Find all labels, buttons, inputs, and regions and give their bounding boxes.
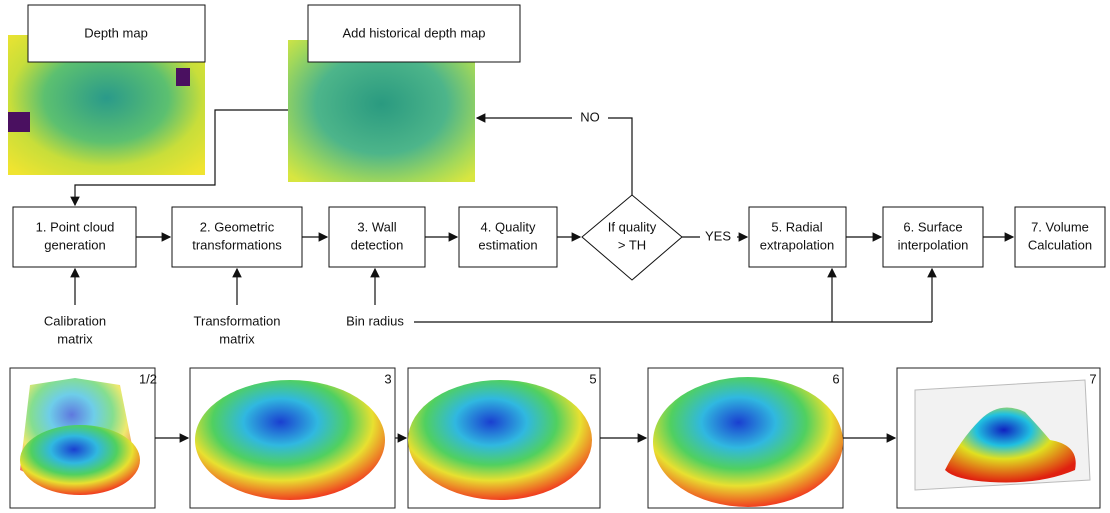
depth-map-hole (176, 68, 190, 86)
node-label: If quality (608, 219, 657, 234)
input-label: Transformation (194, 313, 281, 328)
node-label: 4. Quality (481, 219, 536, 234)
panel-label: 6 (832, 371, 839, 386)
node-label: transformations (192, 237, 282, 252)
input-label: matrix (219, 331, 255, 346)
point-cloud (195, 380, 385, 500)
node-label: generation (44, 237, 105, 252)
panel-label: 7 (1089, 371, 1096, 386)
node-label: extrapolation (760, 237, 834, 252)
node-label: Calculation (1028, 237, 1092, 252)
node-label: 3. Wall (357, 219, 396, 234)
node-label: 5. Radial (771, 219, 822, 234)
input-label: Calibration (44, 313, 106, 328)
diagram: Depth map Add historical depth map NO YE… (0, 0, 1110, 513)
node-label: 1. Point cloud (36, 219, 115, 234)
point-cloud (408, 380, 592, 500)
line (608, 118, 632, 195)
input-label: matrix (57, 331, 93, 346)
panel-label: 5 (589, 371, 596, 386)
node-label: 7. Volume (1031, 219, 1089, 234)
panel-label: 1/2 (139, 371, 157, 386)
input-label: Bin radius (346, 313, 404, 328)
node-label: interpolation (898, 237, 969, 252)
node-label: 2. Geometric (200, 219, 275, 234)
depth-map-hole (8, 112, 30, 132)
node-label: 6. Surface (903, 219, 962, 234)
point-cloud (653, 377, 843, 507)
edge-label: YES (705, 228, 731, 243)
edge-label: NO (580, 109, 600, 124)
node-label: detection (351, 237, 404, 252)
node-label: > TH (618, 237, 646, 252)
node-label: estimation (478, 237, 537, 252)
image-label: Add historical depth map (342, 25, 485, 40)
panel-label: 3 (384, 371, 391, 386)
point-cloud (20, 425, 140, 495)
image-label: Depth map (84, 25, 148, 40)
